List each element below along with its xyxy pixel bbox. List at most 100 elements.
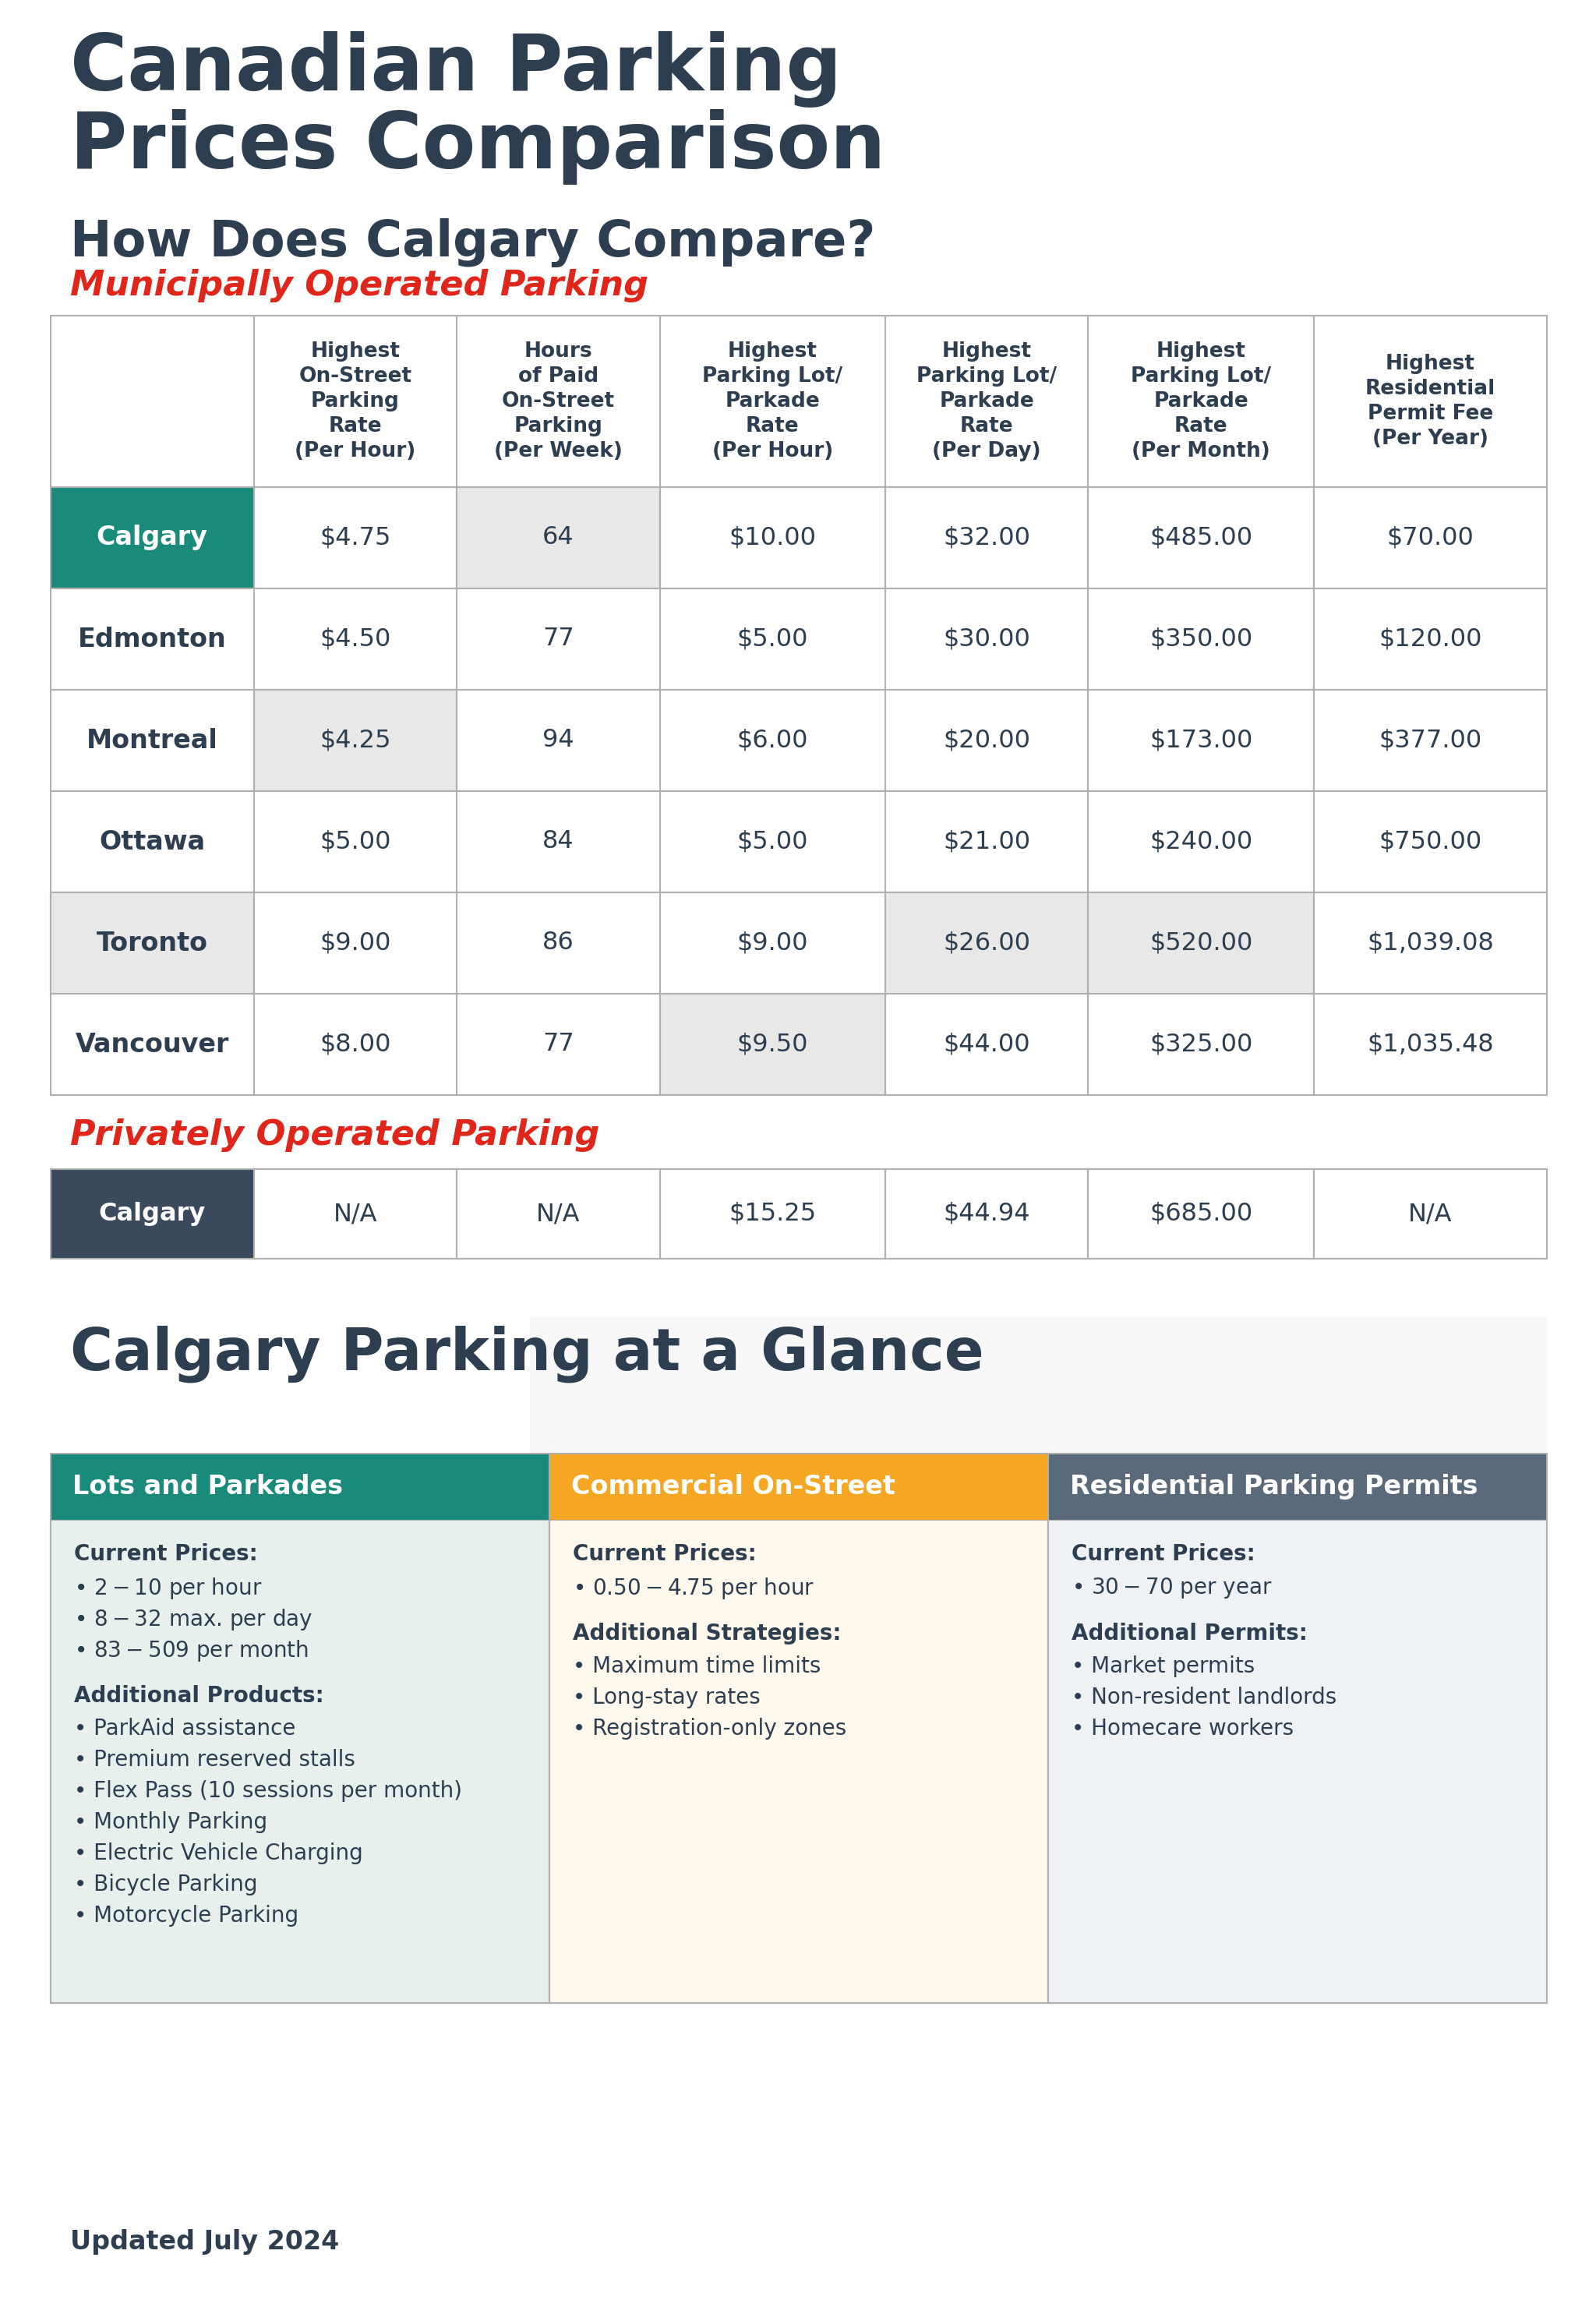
Text: 77: 77 [543, 1031, 575, 1057]
Text: $4.50: $4.50 [319, 628, 391, 651]
Text: Calgary: Calgary [96, 526, 207, 551]
Text: • $30 - $70 per year: • $30 - $70 per year [1071, 1576, 1272, 1601]
Text: 84: 84 [543, 831, 575, 854]
Bar [51, 1520, 549, 2002]
Text: N/A: N/A [1408, 1202, 1452, 1225]
Text: • Registration-only zones: • Registration-only zones [573, 1719, 846, 1739]
Text: $5.00: $5.00 [319, 831, 391, 854]
Text: • Maximum time limits: • Maximum time limits [573, 1656, 820, 1677]
Text: $325.00: $325.00 [1149, 1031, 1253, 1057]
Bar [1314, 1170, 1547, 1260]
Text: $4.25: $4.25 [319, 729, 391, 752]
Text: • Electric Vehicle Charging: • Electric Vehicle Charging [73, 1843, 362, 1864]
Bar [51, 893, 254, 994]
Text: • Bicycle Parking: • Bicycle Parking [73, 1873, 257, 1896]
Text: • Flex Pass (10 sessions per month): • Flex Pass (10 sessions per month) [73, 1781, 463, 1802]
Bar [1088, 1170, 1314, 1260]
Text: $32.00: $32.00 [943, 526, 1031, 549]
Text: $1,035.48: $1,035.48 [1366, 1031, 1494, 1057]
Text: $44.00: $44.00 [943, 1031, 1031, 1057]
Text: $9.50: $9.50 [737, 1031, 808, 1057]
Bar [51, 791, 1547, 893]
Text: $44.94: $44.94 [943, 1202, 1029, 1225]
Text: $485.00: $485.00 [1149, 526, 1253, 549]
Text: Additional Permits:: Additional Permits: [1071, 1622, 1307, 1645]
Text: Highest
On-Street
Parking
Rate
(Per Hour): Highest On-Street Parking Rate (Per Hour… [295, 341, 415, 461]
Bar [659, 1170, 886, 1260]
Text: • ParkAid assistance: • ParkAid assistance [73, 1719, 295, 1739]
Bar [51, 1453, 549, 2002]
Bar [886, 1170, 1088, 1260]
Bar [1049, 1520, 1547, 2002]
Text: $1,039.08: $1,039.08 [1366, 932, 1494, 955]
Text: $5.00: $5.00 [737, 831, 808, 854]
Text: Highest
Parking Lot/
Parkade
Rate
(Per Month): Highest Parking Lot/ Parkade Rate (Per M… [1132, 341, 1272, 461]
Bar [51, 316, 1547, 487]
Bar [1088, 893, 1314, 994]
Bar [1049, 1453, 1547, 1520]
Text: Calgary: Calgary [99, 1202, 206, 1225]
Text: Current Prices:: Current Prices: [73, 1543, 257, 1564]
Text: • $83 - $509 per month: • $83 - $509 per month [73, 1638, 308, 1663]
Bar [1088, 487, 1314, 588]
Bar [886, 487, 1088, 588]
Text: $20.00: $20.00 [943, 729, 1031, 752]
Text: Municipally Operated Parking: Municipally Operated Parking [70, 270, 648, 302]
Bar [1314, 487, 1547, 588]
Text: Additional Strategies:: Additional Strategies: [573, 1622, 841, 1645]
Text: $6.00: $6.00 [737, 729, 808, 752]
Text: $350.00: $350.00 [1149, 628, 1253, 651]
Text: Edmonton: Edmonton [78, 625, 227, 653]
Text: Ottawa: Ottawa [99, 828, 206, 854]
Bar [51, 690, 1547, 791]
Text: Updated July 2024: Updated July 2024 [70, 2229, 340, 2254]
Text: • $8 - $32 max. per day: • $8 - $32 max. per day [73, 1608, 313, 1631]
Text: N/A: N/A [334, 1202, 377, 1225]
Bar [51, 893, 1547, 994]
Text: $750.00: $750.00 [1379, 831, 1483, 854]
Text: Current Prices:: Current Prices: [1071, 1543, 1254, 1564]
Text: Commercial On-Street: Commercial On-Street [571, 1474, 895, 1500]
Text: $9.00: $9.00 [319, 932, 391, 955]
Bar [254, 690, 456, 791]
Text: How Does Calgary Compare?: How Does Calgary Compare? [70, 219, 876, 268]
Bar [51, 994, 1547, 1096]
Text: Canadian Parking: Canadian Parking [70, 32, 841, 108]
Text: $9.00: $9.00 [737, 932, 808, 955]
Text: Highest
Parking Lot/
Parkade
Rate
(Per Hour): Highest Parking Lot/ Parkade Rate (Per H… [702, 341, 843, 461]
Bar [254, 1170, 456, 1260]
Text: Additional Products:: Additional Products: [73, 1684, 324, 1707]
Bar [530, 1317, 1547, 1453]
Text: • Non-resident landlords: • Non-resident landlords [1071, 1686, 1337, 1709]
Text: $173.00: $173.00 [1149, 729, 1253, 752]
Text: • $2 - $10 per hour: • $2 - $10 per hour [73, 1576, 262, 1601]
Text: $120.00: $120.00 [1379, 628, 1483, 651]
Text: Toronto: Toronto [96, 930, 207, 955]
Text: Current Prices:: Current Prices: [573, 1543, 757, 1564]
Text: 94: 94 [543, 729, 575, 752]
Text: $240.00: $240.00 [1149, 831, 1253, 854]
Bar [254, 487, 456, 588]
Text: • Market permits: • Market permits [1071, 1656, 1254, 1677]
Text: Highest
Parking Lot/
Parkade
Rate
(Per Day): Highest Parking Lot/ Parkade Rate (Per D… [916, 341, 1057, 461]
Bar [549, 1453, 1049, 1520]
Text: Residential Parking Permits: Residential Parking Permits [1069, 1474, 1478, 1500]
Bar [51, 487, 254, 588]
Bar [456, 487, 659, 588]
Bar [659, 487, 886, 588]
Text: • $0.50 - $4.75 per hour: • $0.50 - $4.75 per hour [573, 1576, 814, 1601]
Text: • Long-stay rates: • Long-stay rates [573, 1686, 760, 1709]
Bar [51, 588, 1547, 690]
Text: Calgary Parking at a Glance: Calgary Parking at a Glance [70, 1324, 985, 1382]
Text: $377.00: $377.00 [1379, 729, 1483, 752]
Text: $520.00: $520.00 [1149, 932, 1253, 955]
Text: Highest
Residential
Permit Fee
(Per Year): Highest Residential Permit Fee (Per Year… [1365, 353, 1495, 450]
Text: • Premium reserved stalls: • Premium reserved stalls [73, 1749, 356, 1772]
Text: • Monthly Parking: • Monthly Parking [73, 1811, 268, 1834]
Text: $70.00: $70.00 [1387, 526, 1475, 549]
Text: 86: 86 [543, 932, 575, 955]
Text: • Motorcycle Parking: • Motorcycle Parking [73, 1906, 298, 1926]
Text: Prices Comparison: Prices Comparison [70, 108, 886, 185]
Text: $10.00: $10.00 [729, 526, 816, 549]
Text: Lots and Parkades: Lots and Parkades [72, 1474, 343, 1500]
